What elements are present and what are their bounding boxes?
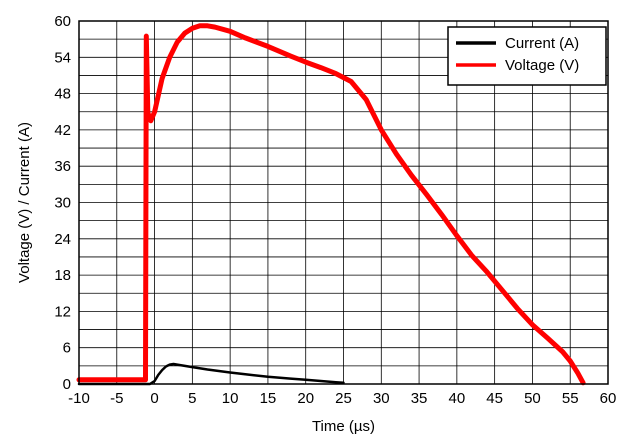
y-tick-label: 54 xyxy=(54,49,71,66)
series-line-voltage-v xyxy=(76,23,586,386)
y-axis-title: Voltage (V) / Current (A) xyxy=(16,122,33,283)
x-tick-label: 10 xyxy=(222,390,239,407)
x-tick-label: 40 xyxy=(449,390,466,407)
y-tick-label: 0 xyxy=(63,376,71,393)
x-tick-label: -5 xyxy=(110,390,123,407)
x-axis-title: Time (µs) xyxy=(312,418,375,435)
x-tick-label: 35 xyxy=(411,390,428,407)
y-tick-label: 36 xyxy=(54,158,71,175)
plot-frame xyxy=(78,20,609,385)
series-line-current-a xyxy=(77,362,345,386)
y-tick-label: 30 xyxy=(54,195,71,212)
x-tick-label: 0 xyxy=(150,390,158,407)
y-tick-label: 24 xyxy=(54,231,71,248)
x-tick-label: 25 xyxy=(335,390,352,407)
y-tick-label: 12 xyxy=(54,303,71,320)
x-tick-label: 20 xyxy=(297,390,314,407)
x-tick-label: 60 xyxy=(600,390,617,407)
x-tick-label: 50 xyxy=(524,390,541,407)
x-tick-label: 30 xyxy=(373,390,390,407)
series-layer xyxy=(76,23,586,386)
legend-label: Current (A) xyxy=(505,35,579,52)
y-tick-label: 60 xyxy=(54,13,71,30)
x-tick-label: 55 xyxy=(562,390,579,407)
legend-box xyxy=(447,26,607,86)
x-tick-label: -10 xyxy=(68,390,90,407)
x-tick-labels: -10 -5 0 5 10 15 20 25 30 35 40 45 50 55 60 xyxy=(68,390,616,407)
y-tick-label: 42 xyxy=(54,122,71,139)
y-tick-label: 18 xyxy=(54,267,71,284)
y-tick-label: 6 xyxy=(63,340,71,357)
legend: Current (A) Voltage (V) xyxy=(447,26,607,86)
y-tick-label: 48 xyxy=(54,86,71,103)
x-tick-label: 15 xyxy=(260,390,277,407)
y-tick-labels: 0 6 12 18 24 30 36 42 48 54 60 xyxy=(54,13,71,393)
x-tick-label: 45 xyxy=(486,390,503,407)
legend-label: Voltage (V) xyxy=(505,57,579,74)
x-tick-label: 5 xyxy=(188,390,196,407)
